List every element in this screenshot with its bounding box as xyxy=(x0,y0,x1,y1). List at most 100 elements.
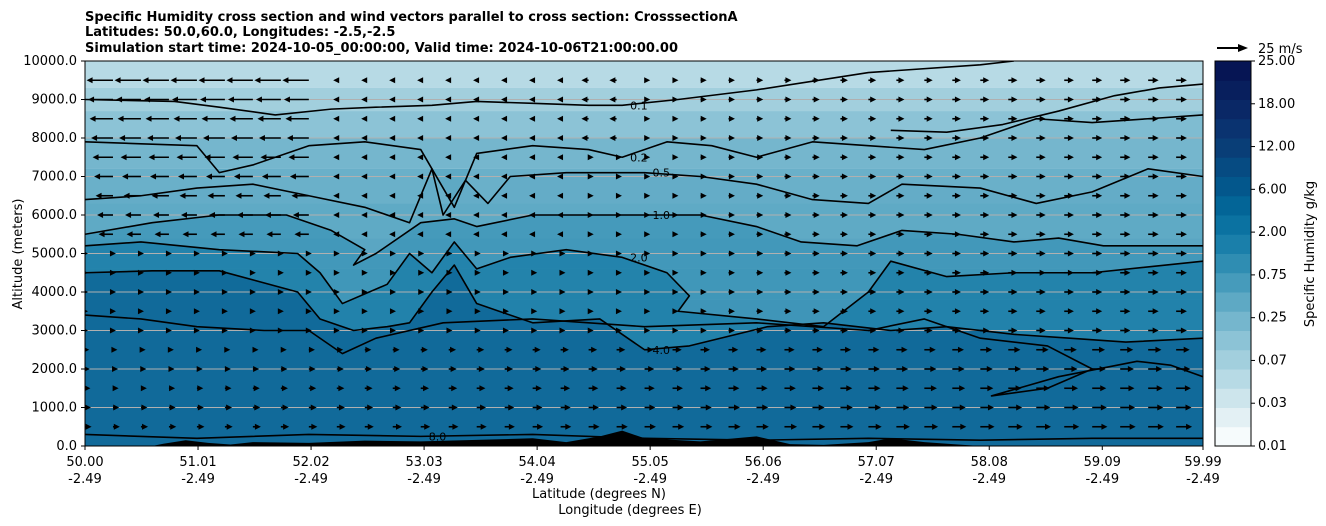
wind-vector-head xyxy=(1124,212,1131,218)
wind-vector-head xyxy=(445,77,452,84)
wind-vector-head xyxy=(126,231,133,238)
wind-vector-head xyxy=(501,212,508,218)
wind-vector-head xyxy=(591,366,598,372)
wind-vector-head xyxy=(988,423,995,430)
wind-vector-head xyxy=(305,289,312,295)
wind-vector-head xyxy=(1043,385,1050,392)
wind-vector-head xyxy=(898,327,905,334)
wind-vector-head xyxy=(615,308,622,315)
wind-vector-head xyxy=(333,77,340,84)
wind-vector-head xyxy=(954,212,961,218)
wind-vector-head xyxy=(672,231,679,238)
wind-vector-head xyxy=(1180,135,1187,141)
wind-vector-head xyxy=(232,154,239,161)
wind-vector-head xyxy=(841,135,848,141)
wind-vector-head xyxy=(145,115,152,122)
wind-vector-head xyxy=(1011,231,1018,238)
wind-vector-head xyxy=(445,154,452,161)
wind-vector-head xyxy=(221,250,228,257)
wind-vector-head xyxy=(62,116,68,122)
wind-vector-head xyxy=(700,308,707,315)
x-tick-label-lon: -2.49 xyxy=(859,472,893,487)
wind-vector-head xyxy=(361,154,368,161)
wind-vector-head xyxy=(537,423,544,430)
wind-vector-head xyxy=(221,269,228,276)
wind-vector-head xyxy=(333,115,340,122)
wind-vector-head xyxy=(281,385,288,392)
wind-vector-head xyxy=(305,327,312,334)
wind-vector-head xyxy=(389,250,396,257)
wind-vector-head xyxy=(873,366,880,372)
wind-vector-head xyxy=(562,346,569,353)
x-axis-label-line-2: Longitude (degrees E) xyxy=(558,503,702,518)
wind-vector-head xyxy=(987,385,994,392)
wind-vector-head xyxy=(903,423,910,430)
wind-vector-head xyxy=(193,308,200,315)
wind-vector-head xyxy=(473,115,480,122)
wind-vector-head xyxy=(559,308,566,315)
wind-vector-head xyxy=(1067,212,1074,218)
wind-vector-head xyxy=(59,77,65,83)
wind-vector-head xyxy=(1073,423,1080,430)
wind-vector-head xyxy=(283,96,290,103)
wind-vector-head xyxy=(236,212,243,218)
wind-vector-head xyxy=(445,173,452,180)
wind-vector-head xyxy=(954,173,961,180)
wind-vector-head xyxy=(983,77,990,84)
wind-vector-head xyxy=(757,327,764,334)
wind-vector-head xyxy=(983,327,990,334)
wind-vector-head xyxy=(700,77,707,84)
wind-vector-head xyxy=(502,308,509,315)
wind-vector-head xyxy=(423,385,430,392)
wind-vector-head xyxy=(502,269,509,276)
wind-vector-head xyxy=(785,289,792,295)
wind-vector-head xyxy=(841,77,848,84)
wind-vector-head xyxy=(926,192,933,199)
wind-vector-head xyxy=(480,404,487,411)
wind-vector-head xyxy=(249,250,256,257)
wind-vector-head xyxy=(728,115,735,122)
wind-vector-head xyxy=(1152,192,1159,199)
wind-vector-head xyxy=(757,115,764,122)
colorbar-tick-label: 0.25 xyxy=(1258,311,1287,326)
wind-vector-head xyxy=(361,231,368,238)
wind-vector-head xyxy=(813,192,820,199)
wind-vector-head xyxy=(813,173,820,180)
wind-vector-head xyxy=(333,154,340,161)
wind-vector-head xyxy=(609,135,616,141)
contour-line xyxy=(85,314,1203,397)
wind-vector-head xyxy=(785,192,792,199)
wind-vector-head xyxy=(559,289,566,295)
wind-vector-head xyxy=(393,346,400,353)
wind-vector-head xyxy=(1156,366,1163,372)
wind-vector-head xyxy=(587,269,594,276)
wind-vector-head xyxy=(954,135,961,141)
wind-vector-head xyxy=(1016,423,1023,430)
wind-vector-head xyxy=(254,404,261,411)
colorbar-segment xyxy=(1215,388,1251,408)
wind-vector-head xyxy=(169,404,176,411)
wind-vector-head xyxy=(68,193,74,199)
wind-vector-head xyxy=(501,154,508,161)
wind-vector-head xyxy=(1067,327,1074,334)
wind-vector-head xyxy=(473,192,480,199)
wind-vector-head xyxy=(361,96,368,103)
wind-vector-head xyxy=(361,115,368,122)
wind-vector-head xyxy=(644,154,651,161)
x-tick-label-lat: 58.08 xyxy=(971,455,1008,470)
wind-vector-head xyxy=(926,289,933,295)
wind-vector-head xyxy=(902,366,909,372)
wind-vector-head xyxy=(983,115,990,122)
wind-vector-head xyxy=(147,135,154,141)
chart-title-line-1: Specific Humidity cross section and wind… xyxy=(85,10,738,25)
wind-vector-head xyxy=(170,77,177,84)
wind-vector-head xyxy=(615,250,622,257)
colorbar-segment xyxy=(1215,272,1251,293)
colorbar-segment xyxy=(1215,195,1251,216)
wind-vector-head xyxy=(672,289,679,295)
wind-vector-head xyxy=(926,115,933,122)
wind-vector-head xyxy=(89,115,96,122)
wind-vector-head xyxy=(559,269,566,276)
wind-vector-head xyxy=(507,366,514,372)
wind-vector-head xyxy=(1208,251,1214,257)
